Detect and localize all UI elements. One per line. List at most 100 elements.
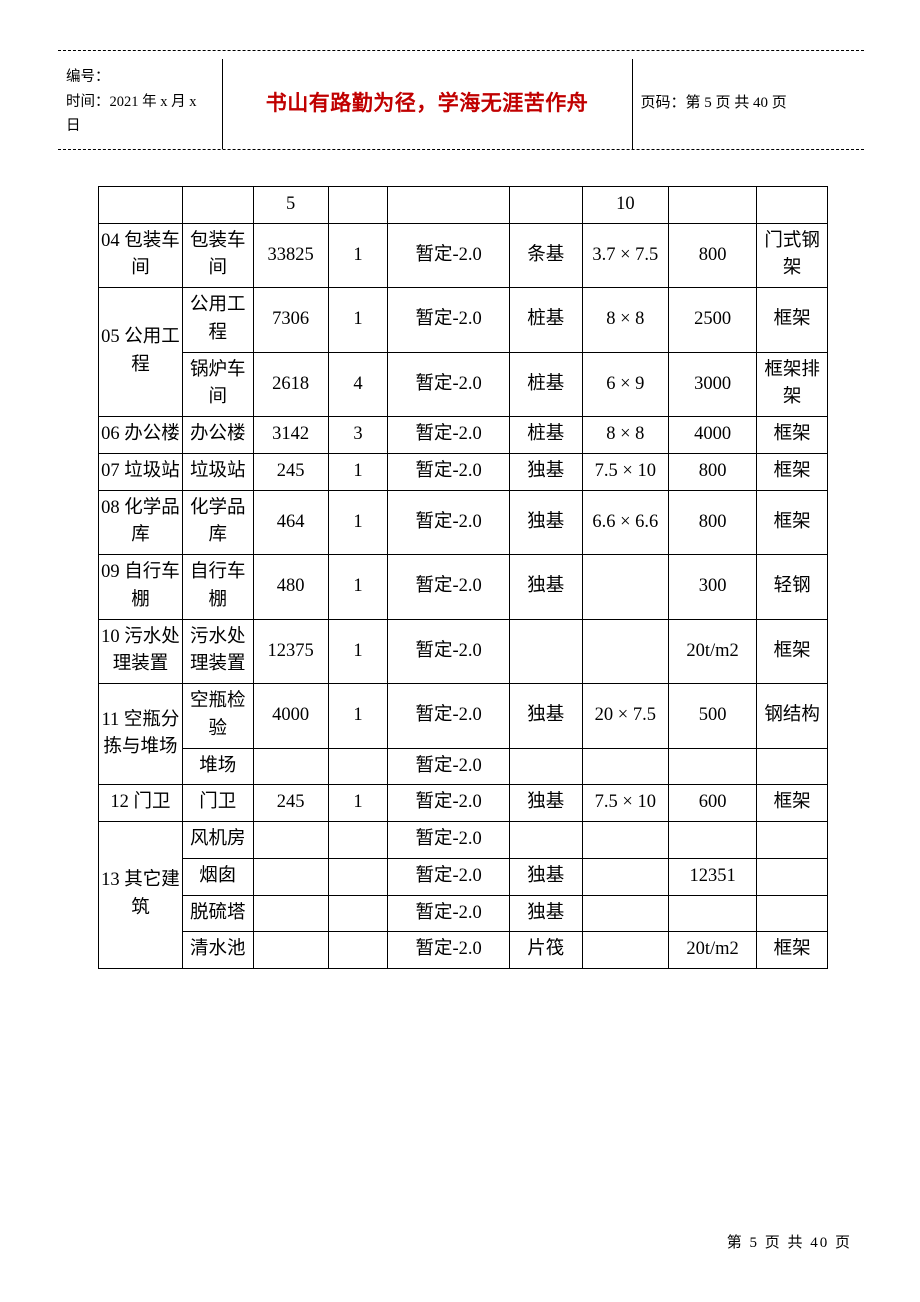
table-cell: 自行车棚 (182, 555, 253, 620)
table-cell: 桩基 (509, 288, 582, 353)
table-cell: 08 化学品库 (99, 490, 183, 555)
table-cell (757, 748, 828, 785)
table-cell: 3.7 × 7.5 (582, 223, 668, 288)
table-cell: 20 × 7.5 (582, 684, 668, 749)
time-label: 时间：2021 年 x 月 x 日 (66, 90, 214, 139)
table-cell: 门式钢架 (757, 223, 828, 288)
table-cell (328, 186, 388, 223)
page-footer: 第 5 页 共 40 页 (727, 1231, 852, 1252)
table-cell: 20t/m2 (668, 619, 756, 684)
table-cell (668, 748, 756, 785)
table-cell: 1 (328, 785, 388, 822)
table-row: 06 办公楼办公楼31423暂定-2.0桩基8 × 84000框架 (99, 417, 828, 454)
table-cell (253, 822, 328, 859)
table-cell: 框架 (757, 288, 828, 353)
table-cell: 桩基 (509, 417, 582, 454)
table-cell: 04 包装车间 (99, 223, 183, 288)
table-cell: 11 空瓶分拣与堆场 (99, 684, 183, 785)
table-cell: 空瓶检验 (182, 684, 253, 749)
table-cell: 4000 (253, 684, 328, 749)
table-cell: 钢结构 (757, 684, 828, 749)
table-cell: 风机房 (182, 822, 253, 859)
table-cell: 10 (582, 186, 668, 223)
table-cell: 1 (328, 490, 388, 555)
table-cell: 12375 (253, 619, 328, 684)
table-cell: 2500 (668, 288, 756, 353)
table-cell: 暂定-2.0 (388, 895, 510, 932)
table-cell (582, 822, 668, 859)
table-row: 烟囱暂定-2.0独基12351 (99, 858, 828, 895)
table-cell (328, 822, 388, 859)
table-cell: 5 (253, 186, 328, 223)
table-cell: 12351 (668, 858, 756, 895)
table-cell: 06 办公楼 (99, 417, 183, 454)
table-cell (328, 748, 388, 785)
table-cell: 1 (328, 288, 388, 353)
table-cell (388, 186, 510, 223)
table-cell: 3000 (668, 352, 756, 417)
table-cell (253, 748, 328, 785)
table-cell (328, 932, 388, 969)
table-cell: 800 (668, 490, 756, 555)
table-cell: 公用工程 (182, 288, 253, 353)
table-cell: 暂定-2.0 (388, 858, 510, 895)
table-cell: 2618 (253, 352, 328, 417)
table-cell (668, 895, 756, 932)
table-cell (328, 858, 388, 895)
table-cell (182, 186, 253, 223)
table-cell: 20t/m2 (668, 932, 756, 969)
table-cell (757, 895, 828, 932)
table-cell: 500 (668, 684, 756, 749)
table-cell: 1 (328, 555, 388, 620)
table-row: 04 包装车间包装车间338251暂定-2.0条基3.7 × 7.5800门式钢… (99, 223, 828, 288)
table-cell (509, 186, 582, 223)
table-cell: 门卫 (182, 785, 253, 822)
table-cell (328, 895, 388, 932)
table-cell: 1 (328, 619, 388, 684)
table-cell: 独基 (509, 684, 582, 749)
table-cell: 片筏 (509, 932, 582, 969)
table-row: 05 公用工程公用工程73061暂定-2.0桩基8 × 82500框架 (99, 288, 828, 353)
table-cell: 8 × 8 (582, 417, 668, 454)
table-cell: 12 门卫 (99, 785, 183, 822)
table-cell: 暂定-2.0 (388, 223, 510, 288)
doc-id-label: 编号： (66, 65, 214, 90)
table-cell: 独基 (509, 858, 582, 895)
table-cell: 独基 (509, 453, 582, 490)
table-cell: 1 (328, 453, 388, 490)
table-cell (99, 186, 183, 223)
table-cell: 污水处理装置 (182, 619, 253, 684)
table-cell: 05 公用工程 (99, 288, 183, 417)
table-row: 08 化学品库化学品库4641暂定-2.0独基6.6 × 6.6800框架 (99, 490, 828, 555)
table-cell: 33825 (253, 223, 328, 288)
table-cell: 3 (328, 417, 388, 454)
table-cell: 条基 (509, 223, 582, 288)
table-row: 脱硫塔 暂定-2.0独基 (99, 895, 828, 932)
main-data-table: 5 1004 包装车间包装车间338251暂定-2.0条基3.7 × 7.5800… (98, 186, 828, 969)
table-cell: 暂定-2.0 (388, 417, 510, 454)
header-top-dash (58, 50, 864, 51)
table-cell: 脱硫塔 (182, 895, 253, 932)
table-cell: 锅炉车间 (182, 352, 253, 417)
page-header: 编号： 时间：2021 年 x 月 x 日 书山有路勤为径，学海无涯苦作舟 页码… (58, 59, 864, 149)
table-cell: 3142 (253, 417, 328, 454)
table-cell: 07 垃圾站 (99, 453, 183, 490)
table-cell: 框架 (757, 785, 828, 822)
table-cell: 轻钢 (757, 555, 828, 620)
table-cell (509, 619, 582, 684)
table-cell: 6 × 9 (582, 352, 668, 417)
table-cell (582, 932, 668, 969)
table-row: 清水池暂定-2.0片筏20t/m2框架 (99, 932, 828, 969)
table-cell: 框架 (757, 619, 828, 684)
table-cell: 化学品库 (182, 490, 253, 555)
table-cell (582, 619, 668, 684)
table-cell: 垃圾站 (182, 453, 253, 490)
table-cell: 独基 (509, 895, 582, 932)
table-cell: 4000 (668, 417, 756, 454)
table-row: 09 自行车棚自行车棚4801暂定-2.0独基300轻钢 (99, 555, 828, 620)
table-cell: 09 自行车棚 (99, 555, 183, 620)
table-cell: 框架 (757, 490, 828, 555)
table-row: 锅炉车间26184暂定-2.0桩基6 × 93000框架排架 (99, 352, 828, 417)
table-cell: 暂定-2.0 (388, 288, 510, 353)
table-row: 13 其它建筑风机房暂定-2.0 (99, 822, 828, 859)
